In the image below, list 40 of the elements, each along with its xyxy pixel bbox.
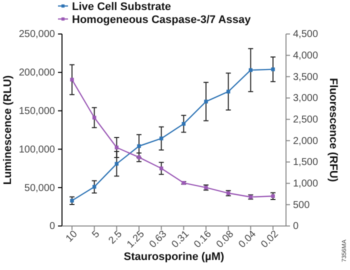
- y2-tick-label: 4,000: [293, 50, 318, 62]
- legend-label: Homogeneous Caspase-3/7 Assay: [72, 14, 252, 26]
- x-tick-label: 0.02: [259, 228, 282, 250]
- point: [70, 78, 74, 82]
- point: [159, 166, 164, 170]
- point: [137, 144, 141, 148]
- point: [137, 155, 141, 160]
- x-tick-label: 0.08: [214, 228, 236, 250]
- x-axis-title: Staurosporine (µM): [124, 251, 225, 263]
- x-tick-label: 0.04: [236, 228, 259, 250]
- y2-tick-label: 4,500: [293, 29, 318, 40]
- y2-tick-label: 3,000: [293, 93, 318, 104]
- point: [226, 90, 230, 94]
- y-tick-label: 200,000: [18, 68, 56, 79]
- y-tick-label: 100,000: [18, 144, 56, 156]
- point: [271, 67, 275, 72]
- point: [114, 146, 119, 150]
- y-tick-label: 0: [49, 221, 56, 232]
- y2-tick-label: 0: [293, 221, 299, 232]
- y2-tick-label: 500: [293, 200, 310, 211]
- y-tick-label: 250,000: [18, 29, 56, 40]
- x-tick-label: 2.5: [106, 228, 125, 246]
- y2-tick-label: 3,500: [293, 72, 318, 83]
- x-tick-label: 0.16: [192, 228, 214, 250]
- x-tick-label: 0.31: [170, 228, 192, 250]
- y2-tick-label: 2,000: [293, 136, 318, 147]
- y2-tick-label: 1,500: [293, 157, 318, 168]
- point: [204, 100, 208, 104]
- y2-tick-label: 1,000: [293, 178, 318, 190]
- point: [159, 136, 164, 140]
- point: [248, 68, 253, 72]
- y2-tick-label: 2,500: [293, 114, 318, 126]
- y2-axis-title: Fluorescence (RFU): [327, 78, 339, 182]
- y-tick-label: 150,000: [18, 106, 56, 117]
- x-tick-label: 10: [64, 228, 80, 244]
- y-axis-title: Luminescence (RLU): [2, 74, 14, 185]
- x-tick-label: 5: [90, 228, 102, 241]
- legend-label: Live Cell Substrate: [72, 0, 172, 13]
- y-tick-label: 50,000: [24, 182, 56, 194]
- x-tick-label: 0.63: [148, 228, 170, 250]
